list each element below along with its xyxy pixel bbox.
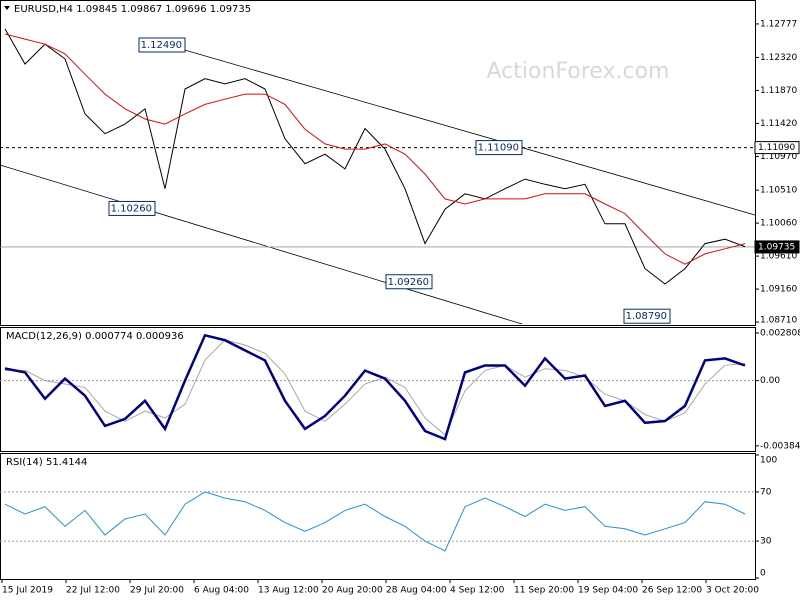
y-tick-label: 70	[760, 487, 772, 497]
rsi-title: RSI(14) 51.4144	[6, 457, 87, 468]
y-tick-label: 30	[760, 537, 772, 547]
annotation-label: 1.12490	[141, 40, 182, 51]
x-tick-label: 13 Aug 12:00	[258, 586, 319, 596]
y-tick-label: 1.09610	[760, 252, 797, 262]
channel-top	[149, 39, 756, 216]
y-tick-label: 1.09160	[760, 285, 797, 295]
macd-title: MACD(12,26,9) 0.000774 0.000936	[6, 331, 184, 342]
y-tick-label: 1.10510	[760, 186, 797, 196]
y-tick-label: 100	[760, 456, 777, 466]
series-line	[4, 28, 746, 285]
menu-arrow	[4, 6, 10, 10]
level-label: 1.11090	[758, 143, 795, 153]
x-tick-label: 15 Jul 2019	[2, 586, 53, 596]
y-tick-label: 1.08710	[760, 316, 797, 326]
level-label-box	[754, 240, 800, 254]
y-tick-label: 1.10060	[760, 219, 797, 229]
x-tick-label: 19 Sep 04:00	[578, 586, 638, 596]
annotation-label: 1.08790	[626, 311, 667, 322]
y-tick-label: -0.003848	[760, 441, 800, 451]
x-tick-label: 28 Aug 04:00	[386, 586, 447, 596]
annotation-label: 1.11090	[478, 143, 519, 154]
price-panel	[0, 0, 756, 326]
chart-title: EURUSD,H4 1.09845 1.09867 1.09696 1.0973…	[14, 4, 251, 15]
x-tick-label: 6 Aug 04:00	[194, 586, 249, 596]
annotation-label: 1.09260	[388, 277, 429, 288]
x-tick-label: 26 Sep 12:00	[642, 586, 702, 596]
x-tick-label: 20 Aug 20:00	[322, 586, 383, 596]
watermark: ActionForex.com	[487, 59, 670, 84]
x-tick-label: 3 Oct 20:00	[706, 586, 759, 596]
y-tick-label: 0	[760, 569, 766, 579]
y-tick-label: 1.10970	[760, 152, 797, 162]
level-label-box	[754, 141, 800, 155]
series-line	[5, 339, 746, 436]
macd-panel	[0, 327, 756, 452]
series-line	[4, 33, 746, 265]
y-tick-label: 1.11420	[760, 119, 797, 129]
level-label: 1.09735	[758, 242, 795, 252]
y-tick-label: 0.002808	[760, 329, 800, 339]
y-tick-label: 1.11870	[760, 86, 797, 96]
annotation-box	[623, 308, 671, 324]
annotation-box	[385, 274, 433, 290]
rsi-panel	[0, 453, 756, 580]
x-tick-label: 29 Jul 20:00	[130, 586, 184, 596]
y-tick-label: 0.00	[760, 376, 780, 386]
annotation-box	[138, 37, 186, 53]
channel-bottom	[0, 164, 523, 325]
annotation-box	[108, 200, 156, 216]
series-line	[4, 491, 746, 552]
y-tick-label: 1.12320	[760, 53, 797, 63]
y-tick-label: 1.12777	[760, 19, 797, 29]
series-line	[4, 333, 746, 441]
annotation-box	[475, 140, 523, 156]
x-tick-label: 4 Sep 12:00	[450, 586, 505, 596]
x-tick-label: 22 Jul 12:00	[66, 586, 120, 596]
x-tick-label: 11 Sep 20:00	[514, 586, 574, 596]
annotation-label: 1.10260	[111, 203, 152, 214]
